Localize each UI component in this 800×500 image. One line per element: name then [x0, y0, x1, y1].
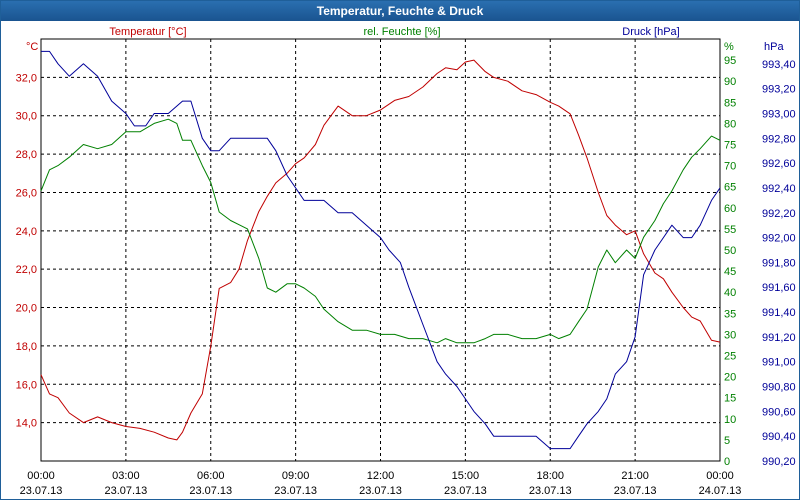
humidity-tick-label: 25 [724, 351, 736, 363]
pressure-tick-label: 992,00 [762, 233, 796, 245]
humidity-tick-label: 5 [724, 435, 730, 447]
humidity-tick-label: 95 [724, 55, 736, 67]
humidity-tick-label: 0 [724, 456, 730, 468]
humidity-tick-label: 75 [724, 140, 736, 152]
humidity-tick-label: 10 [724, 414, 736, 426]
temperature-tick-label: 20,0 [16, 303, 37, 315]
temperature-tick-label: 22,0 [16, 264, 37, 276]
humidity-tick-label: 35 [724, 308, 736, 320]
title-bar: Temperatur, Feuchte & Druck [1, 1, 799, 21]
humidity-tick-label: 50 [724, 245, 736, 257]
humidity-tick-label: 85 [724, 97, 736, 109]
pressure-tick-label: 991,80 [762, 257, 796, 269]
pressure-tick-label: 993,40 [762, 59, 796, 71]
pressure-tick-label: 991,20 [762, 332, 796, 344]
humidity-tick-label: 60 [724, 203, 736, 215]
humidity-tick-label: 70 [724, 161, 736, 173]
pressure-tick-label: 993,00 [762, 108, 796, 120]
pressure-tick-label: 991,00 [762, 357, 796, 369]
x-tick-label-time: 03:00 [112, 470, 140, 482]
x-tick-label-date: 23.07.13 [444, 485, 487, 497]
x-tick-label-time: 06:00 [197, 470, 225, 482]
x-tick-label-time: 00:00 [706, 470, 734, 482]
x-tick-label-date: 23.07.13 [529, 485, 572, 497]
humidity-tick-label: 90 [724, 76, 736, 88]
chart-title: Temperatur, Feuchte & Druck [316, 4, 484, 18]
pressure-tick-label: 991,60 [762, 282, 796, 294]
pressure-tick-label: 992,40 [762, 183, 796, 195]
x-tick-label-date: 23.07.13 [274, 485, 317, 497]
pressure-unit-label: hPa [764, 41, 784, 53]
humidity-tick-label: 65 [724, 182, 736, 194]
temperature-tick-label: 24,0 [16, 226, 37, 238]
humidity-unit-label: % [724, 41, 734, 53]
humidity-tick-label: 30 [724, 329, 736, 341]
pressure-tick-label: 992,80 [762, 133, 796, 145]
temperature-axis-title: Temperatur [°C] [109, 26, 186, 38]
x-tick-label-time: 09:00 [282, 470, 310, 482]
temperature-tick-label: 16,0 [16, 379, 37, 391]
pressure-tick-label: 992,60 [762, 158, 796, 170]
temperature-tick-label: 32,0 [16, 72, 37, 84]
x-tick-label-date: 23.07.13 [614, 485, 657, 497]
humidity-tick-label: 80 [724, 118, 736, 130]
temperature-tick-label: 30,0 [16, 111, 37, 123]
humidity-tick-label: 20 [724, 372, 736, 384]
x-tick-label-date: 23.07.13 [20, 485, 63, 497]
humidity-tick-label: 15 [724, 393, 736, 405]
temperature-tick-label: 14,0 [16, 418, 37, 430]
pressure-tick-label: 991,40 [762, 307, 796, 319]
humidity-axis-title: rel. Feuchte [%] [363, 26, 440, 38]
temperature-tick-label: 28,0 [16, 149, 37, 161]
humidity-tick-label: 40 [724, 287, 736, 299]
pressure-tick-label: 990,40 [762, 431, 796, 443]
x-tick-label-time: 21:00 [621, 470, 649, 482]
pressure-tick-label: 990,20 [762, 456, 796, 468]
pressure-tick-label: 990,80 [762, 382, 796, 394]
pressure-tick-label: 992,20 [762, 208, 796, 220]
x-tick-label-date: 24.07.13 [699, 485, 742, 497]
humidity-tick-label: 55 [724, 224, 736, 236]
humidity-series-line [40, 118, 721, 344]
x-tick-label-time: 15:00 [452, 470, 480, 482]
pressure-tick-label: 990,60 [762, 406, 796, 418]
x-tick-label-time: 12:00 [367, 470, 395, 482]
x-tick-label-date: 23.07.13 [359, 485, 402, 497]
x-tick-label-time: 18:00 [536, 470, 564, 482]
pressure-series-line [41, 50, 721, 450]
temperature-unit-label: °C [26, 41, 38, 53]
temperature-series-line [40, 59, 721, 441]
pressure-axis-title: Druck [hPa] [622, 26, 679, 38]
x-tick-label-date: 23.07.13 [104, 485, 147, 497]
humidity-tick-label: 45 [724, 266, 736, 278]
plot-frame [40, 38, 721, 462]
pressure-tick-label: 993,20 [762, 84, 796, 96]
x-tick-label-date: 23.07.13 [189, 485, 232, 497]
x-tick-label-time: 00:00 [27, 470, 55, 482]
temperature-tick-label: 18,0 [16, 341, 37, 353]
temperature-tick-label: 26,0 [16, 187, 37, 199]
